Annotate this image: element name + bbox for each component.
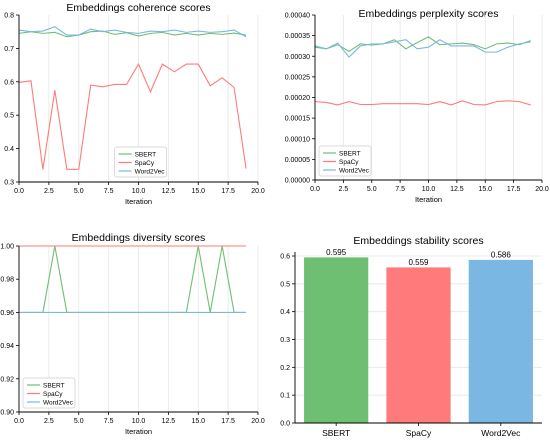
y-tick-label: 0.2 <box>280 365 290 372</box>
x-tick-label: 15.0 <box>478 186 492 193</box>
x-tick-label: 15.0 <box>191 188 205 195</box>
x-tick-label: 2.5 <box>44 418 54 425</box>
perplexity-title: Embeddings perplexity scores <box>358 8 498 20</box>
x-tick-label: 0.0 <box>14 188 24 195</box>
x-tick-label: 17.5 <box>221 418 235 425</box>
series-line-word2vec <box>314 39 531 58</box>
x-tick-label: 5.0 <box>74 188 84 195</box>
stability-chart: Embeddings stability scores 0.0 0.1 0.2 0.3 0… <box>280 235 542 438</box>
y-tick-label: 0.5 <box>280 281 290 288</box>
y-tick-label: 0.92 <box>0 376 14 383</box>
legend-label-sbert: SBERT <box>135 151 157 158</box>
x-tick-label: 12.5 <box>162 418 176 425</box>
series-line-word2vec <box>18 26 247 38</box>
legend-label-spacy: SpaCy <box>43 391 63 398</box>
y-tick-label: 0.00015 <box>285 116 310 123</box>
y-tick-label: 0.00030 <box>285 54 310 61</box>
bar-value-label: 0.559 <box>408 258 429 267</box>
y-tick-label: 0.4 <box>280 309 290 316</box>
bar-value-label: 0.586 <box>491 250 512 259</box>
y-tick-label: 0.00040 <box>285 13 310 20</box>
y-tick-label: 0.90 <box>0 410 14 417</box>
x-tick-label: 15.0 <box>191 418 205 425</box>
bar-spacy <box>386 267 451 423</box>
x-tick-label: 2.5 <box>44 188 54 195</box>
x-tick-label: 7.5 <box>104 418 114 425</box>
x-tick-label: 12.5 <box>162 188 176 195</box>
bar-sbert <box>304 257 369 423</box>
bar-word2vec <box>468 259 533 423</box>
y-tick-label: 0.96 <box>0 310 14 317</box>
x-tick-label: 20.0 <box>251 188 265 195</box>
y-tick-label: 1.00 <box>0 244 14 251</box>
x-tick-label: 12.5 <box>450 186 464 193</box>
series-line-sbert <box>19 245 247 313</box>
y-tick-label: 0.00035 <box>285 33 310 40</box>
legend-label-word2vec: Word2Vec <box>339 167 370 174</box>
x-tick-label: 10.0 <box>422 186 436 193</box>
stability-title: Embeddings stability scores <box>353 235 483 247</box>
y-tick-label: 0.00010 <box>285 136 310 143</box>
x-tick-label: 0.0 <box>310 186 320 193</box>
category-label: SpaCy <box>406 428 432 438</box>
x-tick-label: 5.0 <box>367 186 377 193</box>
series-line-spacy <box>314 100 531 106</box>
y-tick-label: 0.94 <box>0 343 14 350</box>
x-tick-label: 0.0 <box>14 418 24 425</box>
category-label: Word2Vec <box>481 428 521 438</box>
y-tick-label: 0.98 <box>0 277 14 284</box>
diversity-title: Embeddings diversity scores <box>72 232 206 244</box>
legend-label-sbert: SBERT <box>43 382 65 389</box>
x-tick-label: 10.0 <box>132 418 146 425</box>
y-tick-label: 0.00025 <box>285 74 310 81</box>
coherence-title: Embeddings coherence scores <box>66 2 210 14</box>
x-tick-label: 7.5 <box>104 188 114 195</box>
x-axis-label: Iteration <box>125 427 152 436</box>
legend-label-spacy: SpaCy <box>339 159 359 166</box>
legend-label-word2vec: Word2Vec <box>135 168 166 175</box>
x-tick-label: 10.0 <box>132 188 146 195</box>
y-tick-label: 0.1 <box>280 393 290 400</box>
series-line-sbert <box>314 36 531 52</box>
x-axis-label: Iteration <box>125 197 152 206</box>
y-tick-label: 0.00005 <box>285 157 310 164</box>
series-line-spacy <box>18 62 247 170</box>
x-tick-label: 20.0 <box>535 186 549 193</box>
diversity-chart: Embeddings diversity scores 0.0 2.5 5.0 7.5 1… <box>0 232 265 436</box>
x-axis-label: Iteration <box>415 195 442 204</box>
legend-label-sbert: SBERT <box>339 150 361 157</box>
y-tick-label: 0.00020 <box>285 95 310 102</box>
y-tick-label: 0.3 <box>4 180 14 187</box>
category-label: SBERT <box>322 428 350 438</box>
y-tick-label: 0.4 <box>4 146 14 153</box>
perplexity-chart: Embeddings perplexity scores 0.0 2.5 5.0 7.5… <box>285 8 549 204</box>
bar-value-label: 0.595 <box>326 248 347 257</box>
x-tick-label: 5.0 <box>74 418 84 425</box>
legend-label-spacy: SpaCy <box>135 160 155 167</box>
x-tick-label: 7.5 <box>395 186 405 193</box>
y-tick-label: 0.8 <box>4 13 14 20</box>
legend-label-word2vec: Word2Vec <box>43 399 74 406</box>
y-tick-label: 0.6 <box>280 254 290 261</box>
x-tick-label: 20.0 <box>251 418 265 425</box>
y-tick-label: 0.5 <box>4 113 14 120</box>
y-tick-label: 0.3 <box>280 337 290 344</box>
x-tick-label: 17.5 <box>221 188 235 195</box>
x-tick-label: 17.5 <box>507 186 521 193</box>
coherence-chart: Embeddings coherence scores 0.0 2.5 5.0 7.5 1… <box>4 2 265 206</box>
series-line-sbert <box>18 30 247 38</box>
y-tick-label: 0.7 <box>4 46 14 53</box>
y-tick-label: 0.6 <box>4 79 14 86</box>
y-tick-label: 0.0 <box>280 421 290 428</box>
y-tick-label: 0.00000 <box>285 178 310 185</box>
x-tick-label: 2.5 <box>339 186 349 193</box>
